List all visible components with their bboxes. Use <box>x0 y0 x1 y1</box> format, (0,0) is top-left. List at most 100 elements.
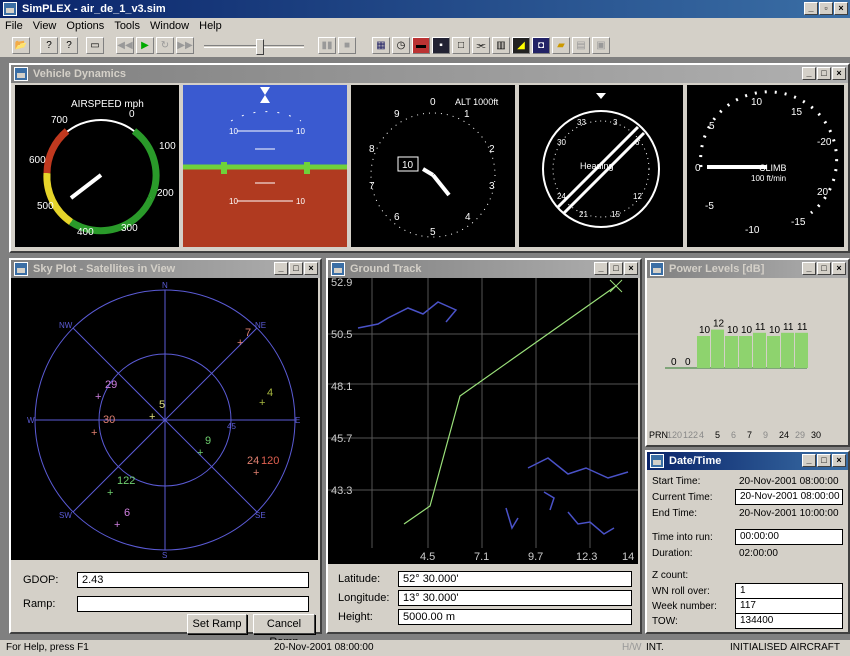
panel-icon[interactable]: □ <box>452 37 470 54</box>
prn-tick: 9 <box>763 430 768 440</box>
power-bar <box>795 332 808 368</box>
compass-icon[interactable]: ◢ <box>512 37 530 54</box>
speed-slider-track[interactable] <box>204 45 304 48</box>
close-button[interactable]: × <box>832 67 846 80</box>
app-icon <box>3 2 17 16</box>
step-icon[interactable]: ↻ <box>156 37 174 54</box>
altimeter-gauge: 0 1 2 3 4 5 6 7 8 9 ALT 1000ft 10 <box>351 85 515 247</box>
ground-track-titlebar: Ground Track _ □ × <box>328 260 640 278</box>
svg-text:+: + <box>197 447 203 459</box>
pause-icon[interactable]: ▮▮ <box>318 37 336 54</box>
map-icon[interactable]: ◘ <box>532 37 550 54</box>
direction-n: N <box>162 281 168 290</box>
minimize-button[interactable]: _ <box>804 2 818 15</box>
altimeter-tick: 6 <box>394 212 400 223</box>
tow-field[interactable]: 134400 <box>735 613 843 629</box>
status-help: For Help, press F1 <box>6 642 89 653</box>
heading-tick: 3 <box>613 118 618 127</box>
prn-label: PRN <box>649 430 668 440</box>
wn-roll-over-field[interactable]: 1 <box>735 583 843 599</box>
menu-options[interactable]: Options <box>66 20 105 32</box>
week-number-field[interactable]: 117 <box>735 598 843 614</box>
stop-icon[interactable]: ■ <box>338 37 356 54</box>
context-help-icon[interactable]: ? <box>60 37 78 54</box>
longitude-field[interactable]: 13° 30.000' <box>398 590 632 606</box>
ramp-input[interactable] <box>77 596 309 612</box>
instrument-icon[interactable]: ▬ <box>412 37 430 54</box>
set-ramp-button[interactable]: Set Ramp <box>187 614 247 634</box>
direction-sw: SW <box>59 511 72 520</box>
tile-icon[interactable]: ▤ <box>572 37 590 54</box>
heading-tick: 21 <box>579 210 588 219</box>
app-title: SimPLEX - air_de_1_v3.sim <box>22 3 166 15</box>
minimize-button[interactable]: _ <box>594 262 608 275</box>
maximize-button[interactable]: □ <box>609 262 623 275</box>
open-icon[interactable]: 📂 <box>12 37 30 54</box>
window-icon[interactable]: ▭ <box>86 37 104 54</box>
svg-text:+: + <box>253 467 259 479</box>
folder-icon[interactable]: ▰ <box>552 37 570 54</box>
satellite-label: 30 <box>103 414 115 426</box>
cancel-ramp-button[interactable]: Cancel Ramp <box>253 614 315 648</box>
minimize-button[interactable]: _ <box>802 262 816 275</box>
power-bar <box>753 332 766 368</box>
svg-text:+: + <box>107 487 113 499</box>
current-time-field[interactable]: 20-Nov-2001 08:00:00 <box>735 489 843 505</box>
prn-tick: 5 <box>715 430 720 440</box>
prn-tick: 29 <box>795 430 805 440</box>
instrument-panel: AIRSPEED mph 700 0 100 200 300 400 500 6… <box>15 85 844 247</box>
satellite-markers: 7 + 4 + 29 + 30 + 5 + 9 + 24 120 + 122 +… <box>91 327 279 531</box>
satellite-label: 29 <box>105 379 117 391</box>
clock-icon[interactable]: ◷ <box>392 37 410 54</box>
close-button[interactable]: × <box>304 262 318 275</box>
close-button[interactable]: × <box>832 262 846 275</box>
direction-se: SE <box>255 511 266 520</box>
minimize-button[interactable]: _ <box>802 454 816 467</box>
minimize-button[interactable]: _ <box>274 262 288 275</box>
close-button[interactable]: × <box>624 262 638 275</box>
help-icon[interactable]: ? <box>40 37 58 54</box>
grid-icon[interactable]: ▦ <box>372 37 390 54</box>
menu-window[interactable]: Window <box>150 20 190 32</box>
close-button[interactable]: × <box>832 454 846 467</box>
time-into-run-field[interactable]: 00:00:00 <box>735 529 843 545</box>
height-field[interactable]: 5000.00 m <box>398 609 632 625</box>
duration-label: Duration: <box>652 548 693 559</box>
latitude-field[interactable]: 52° 30.000' <box>398 571 632 587</box>
status-mode: AIRCRAFT <box>790 642 840 653</box>
speed-slider-thumb[interactable] <box>256 39 264 55</box>
maximize-button[interactable]: □ <box>289 262 303 275</box>
end-time-value: 20-Nov-2001 10:00:00 <box>739 508 839 519</box>
ramp-label: Ramp: <box>23 598 56 610</box>
rewind-icon[interactable]: ◀◀ <box>116 37 134 54</box>
menu-help[interactable]: Help <box>199 20 222 32</box>
cascade-icon[interactable]: ▣ <box>592 37 610 54</box>
date-time-titlebar: Date/Time _ □ × <box>647 452 848 470</box>
power-value-label: 10 <box>769 325 781 336</box>
maximize-button[interactable]: □ <box>817 67 831 80</box>
minimize-button[interactable]: _ <box>802 67 816 80</box>
climb-tick: 20 <box>817 187 829 198</box>
pitch-tick: 10 <box>229 197 238 206</box>
date-time-title: Date/Time <box>669 455 722 467</box>
menu-tools[interactable]: Tools <box>114 20 140 32</box>
menu-view[interactable]: View <box>32 20 57 32</box>
maximize-button[interactable]: □ <box>817 454 831 467</box>
altimeter-label: ALT 1000ft <box>455 97 499 107</box>
gdop-field[interactable]: 2.43 <box>77 572 309 588</box>
restore-button[interactable]: ▫ <box>819 2 833 15</box>
display-icon[interactable]: ▪ <box>432 37 450 54</box>
svg-text:+: + <box>91 427 97 439</box>
satellite-label: 9 <box>205 435 211 447</box>
fast-forward-icon[interactable]: ▶▶ <box>176 37 194 54</box>
play-icon[interactable]: ▶ <box>136 37 154 54</box>
close-button[interactable]: × <box>834 2 848 15</box>
track-icon[interactable]: ⫘ <box>472 37 490 54</box>
satellite-label: 5 <box>159 399 165 411</box>
bars-icon[interactable]: ▥ <box>492 37 510 54</box>
x-tick: 14 <box>622 551 634 563</box>
airspeed-tick: 300 <box>121 223 138 234</box>
maximize-button[interactable]: □ <box>817 262 831 275</box>
svg-text:+: + <box>237 337 243 349</box>
menu-file[interactable]: File <box>5 20 23 32</box>
